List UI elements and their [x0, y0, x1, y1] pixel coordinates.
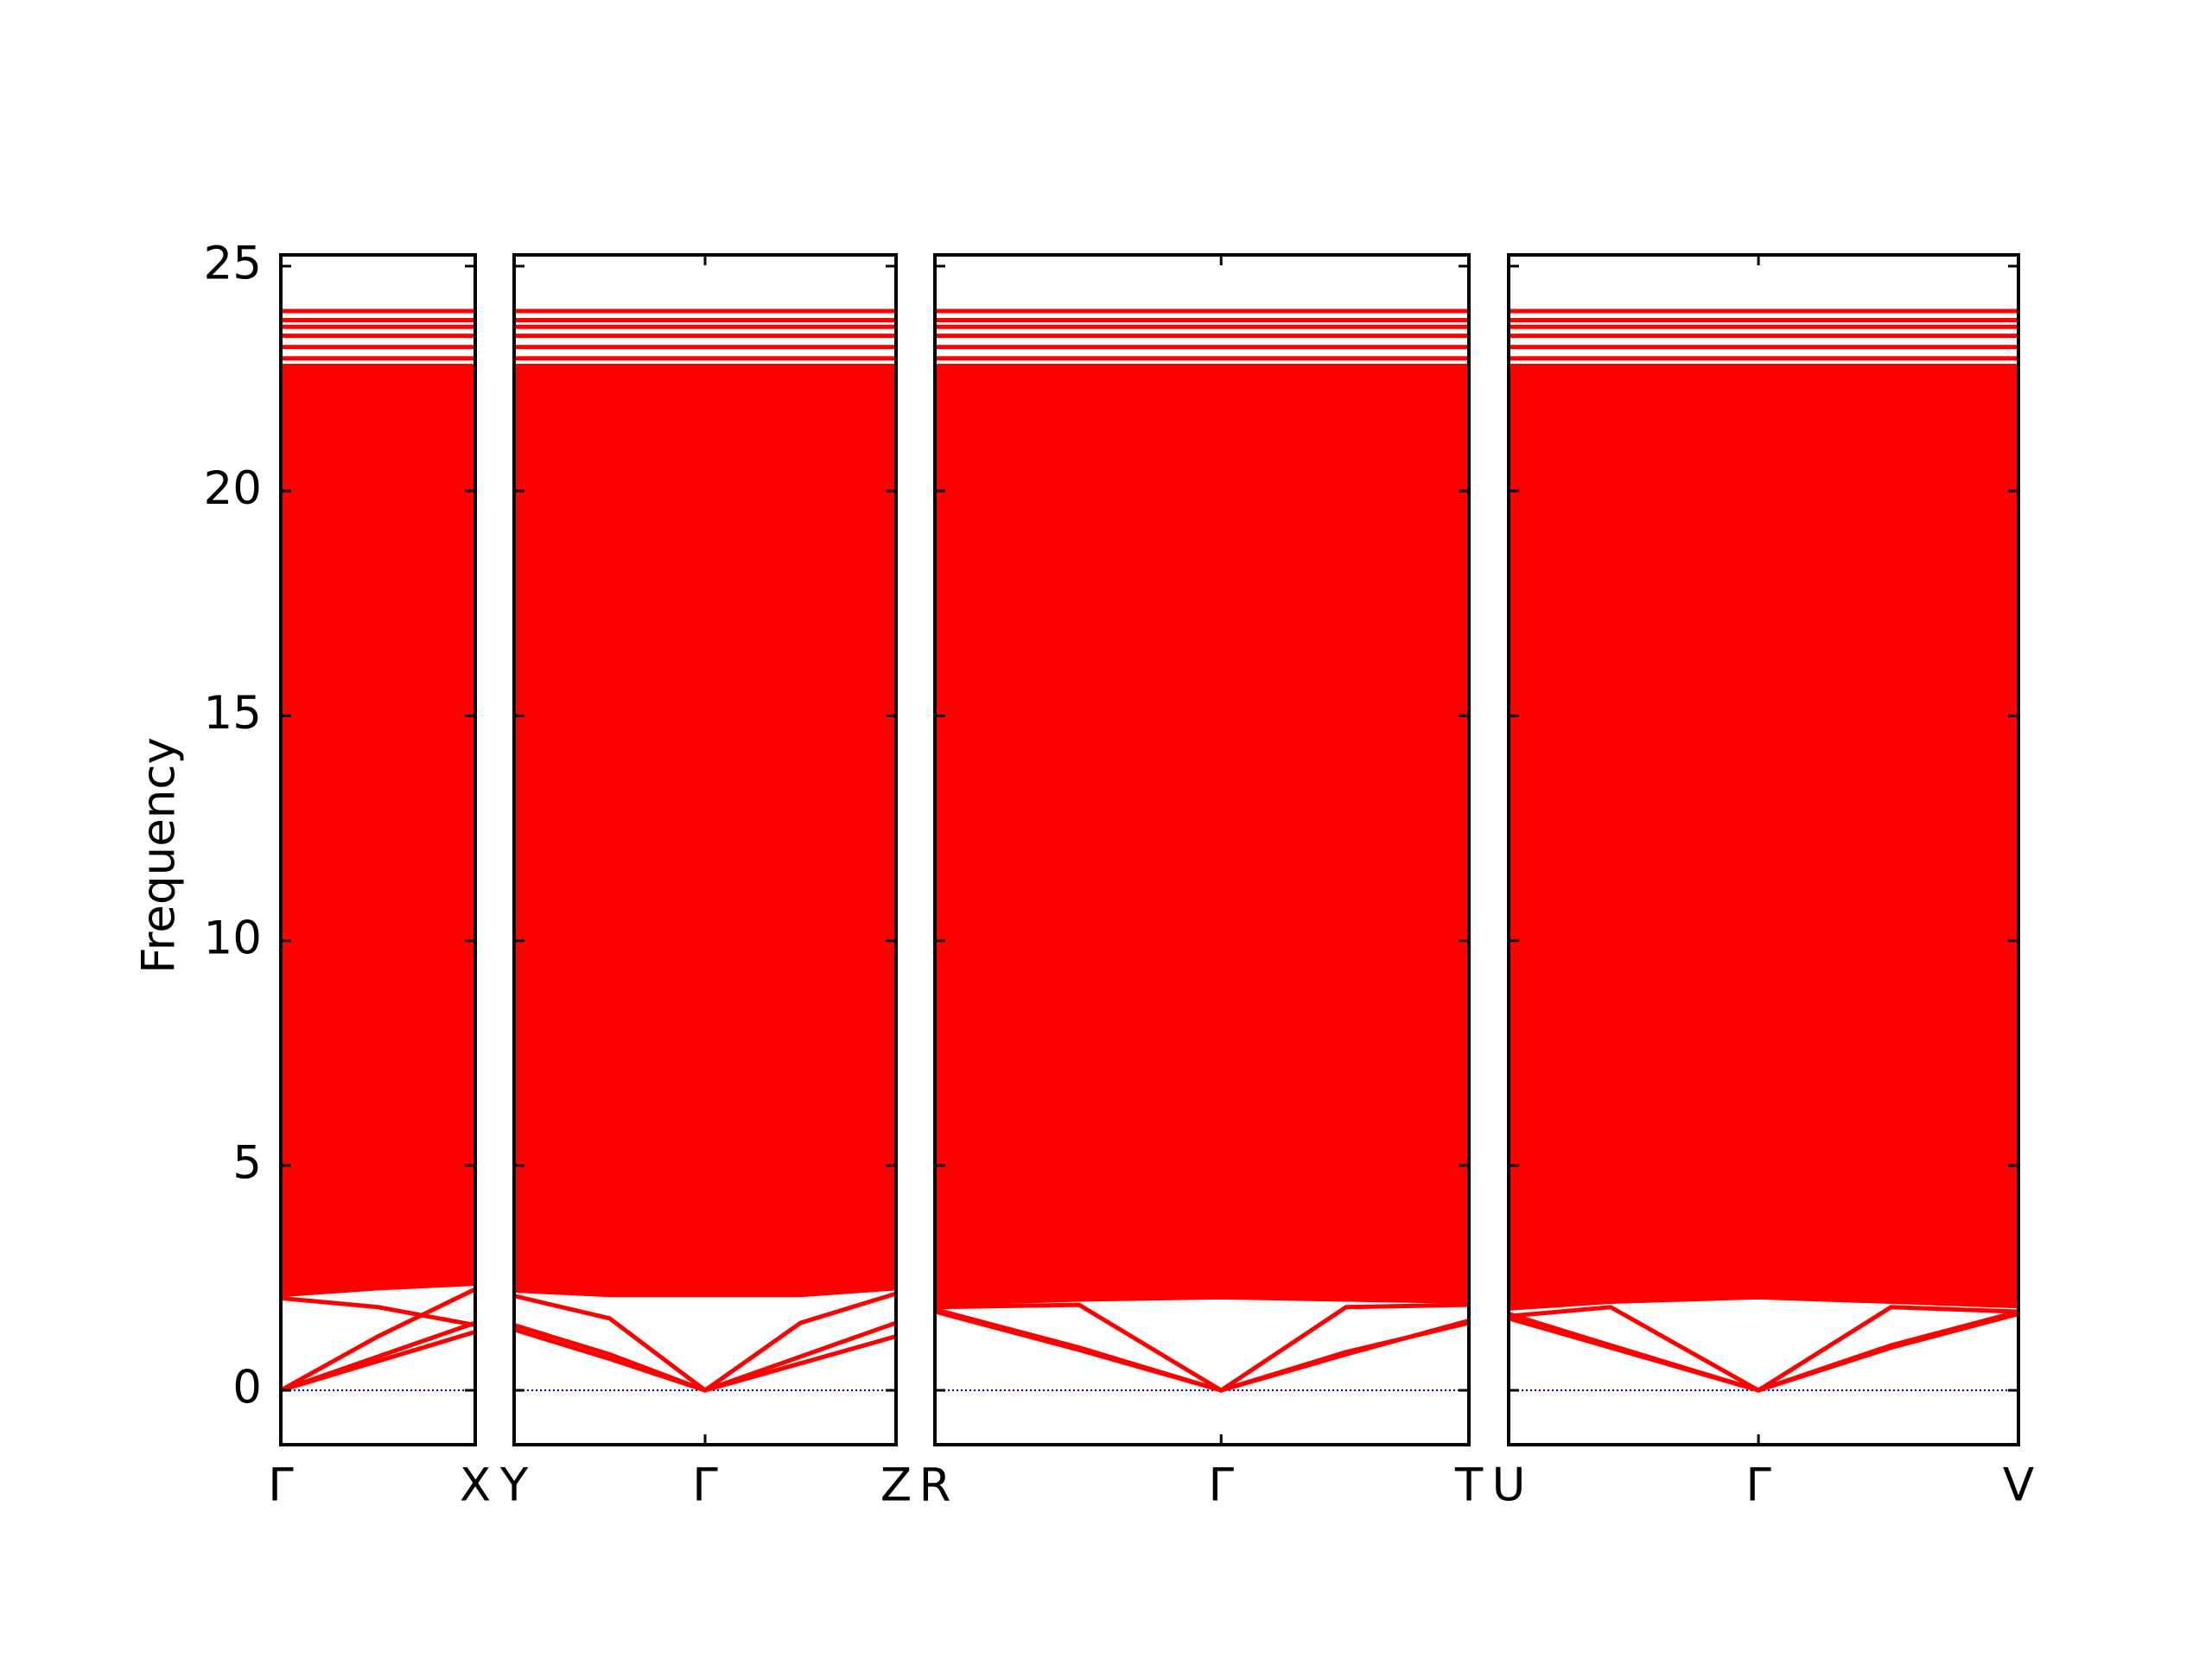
band-line	[1508, 1309, 2019, 1393]
y-tick-label: 25	[204, 238, 262, 290]
x-tick-label: T	[1454, 1459, 1484, 1512]
x-tick-label: V	[2003, 1459, 2034, 1512]
band-line	[934, 1302, 1470, 1393]
band-line	[1508, 1305, 2019, 1393]
x-tick-label: Γ	[1745, 1459, 1771, 1512]
x-tick-label: Γ	[268, 1459, 294, 1512]
y-tick-label: 5	[232, 1136, 262, 1189]
x-tick-label: X	[460, 1459, 491, 1512]
y-tick-label: 0	[232, 1362, 262, 1414]
y-tick-label: 20	[204, 462, 262, 515]
band-area	[279, 364, 477, 1298]
band-line	[513, 1327, 897, 1393]
band-line	[280, 1320, 476, 1393]
panel-frame	[933, 253, 1471, 1446]
band-area	[933, 364, 1471, 1306]
x-tick-label: R	[919, 1459, 951, 1512]
band-line	[513, 1320, 897, 1393]
x-tick-label: Y	[499, 1459, 529, 1512]
y-tick-label: 10	[204, 912, 262, 964]
band-line	[513, 1291, 897, 1394]
band-line	[280, 1295, 476, 1328]
x-tick-label: Γ	[1208, 1459, 1234, 1512]
x-tick-label: Z	[880, 1459, 912, 1512]
x-tick-label: U	[1492, 1459, 1526, 1512]
band-line	[1508, 1312, 2019, 1393]
band-area	[512, 364, 898, 1298]
panel-frame	[1507, 253, 2020, 1446]
panel-frame	[279, 253, 477, 1446]
band-line	[279, 1287, 477, 1393]
y-axis-label: Frequency	[133, 737, 186, 974]
y-tick-label: 15	[204, 687, 262, 740]
band-area	[1507, 364, 2020, 1311]
x-tick-label: Γ	[692, 1459, 718, 1512]
